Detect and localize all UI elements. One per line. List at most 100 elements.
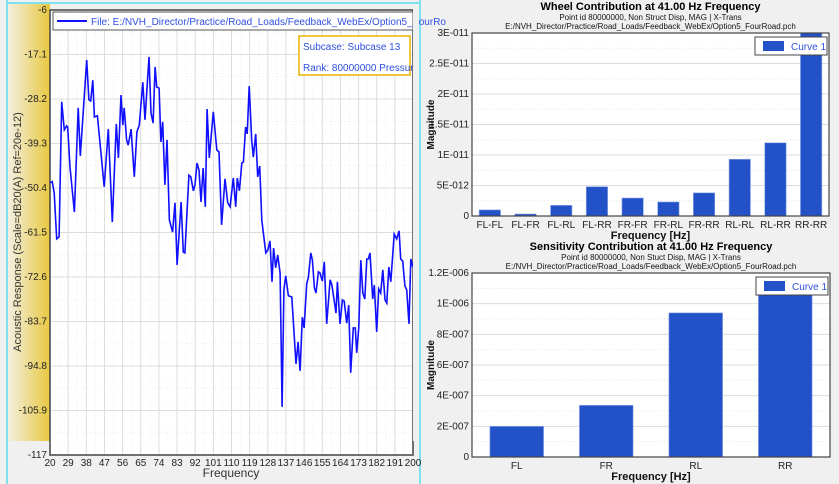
x-tick-label: FL: [511, 461, 523, 472]
x-tick-label: 20: [44, 458, 56, 469]
x-tick-label: 200: [405, 458, 422, 469]
legend-label: Curve 1: [792, 282, 827, 293]
y-tick-label: -50.4: [24, 183, 47, 194]
bar-fr-rr: [693, 192, 716, 217]
legend-label: File: E:/NVH_Director/Practice/Road_Load…: [91, 17, 446, 28]
y-tick-label: -28.2: [24, 94, 47, 105]
y-tick-label: 1E-011: [437, 150, 469, 161]
bar-fl-rr: [585, 186, 608, 217]
subcase-box: [298, 35, 411, 76]
x-tick-label: FL-RL: [547, 220, 575, 231]
legend-clip: [413, 4, 419, 441]
rank-label: Rank: 80000000 Pressure: [303, 63, 420, 74]
x-tick-label: 38: [81, 458, 93, 469]
legend-label: Curve 1: [791, 42, 826, 53]
x-tick-label: RL-RL: [725, 220, 754, 231]
y-tick-label: -39.3: [24, 139, 47, 150]
y-tick-label: -61.5: [24, 228, 47, 239]
x-tick-label: 137: [278, 458, 295, 469]
bar-fl: [489, 426, 544, 458]
plot-frame: [471, 272, 831, 458]
chart-file-path: E:/NVH_Director/Practice/Road_Loads/Feed…: [505, 22, 796, 31]
bar-rr: [758, 292, 813, 458]
y-tick-label: 8E-007: [437, 329, 470, 340]
y-tick-label: 4E-007: [437, 391, 470, 402]
x-tick-label: FR-FR: [618, 220, 648, 231]
y-tick-label: 5E-012: [437, 181, 470, 192]
x-tick-label: FR: [600, 461, 613, 472]
y-tick-label: 2E-007: [437, 421, 470, 432]
series-line: [49, 56, 414, 407]
chart-title: Wheel Contribution at 41.00 Hz Frequency: [540, 1, 761, 13]
plot-frame: [471, 32, 830, 217]
axis-band: [8, 4, 50, 441]
y-tick-label: 0: [463, 452, 469, 463]
bar-rl-rr: [764, 142, 787, 217]
bar-rr-rr: [800, 32, 823, 217]
x-tick-label: RL-RR: [760, 220, 791, 231]
panel-border-top: [8, 2, 419, 4]
x-axis-label: Frequency [Hz]: [611, 230, 691, 242]
x-tick-label: 128: [259, 458, 276, 469]
y-tick-label: -83.7: [24, 317, 47, 328]
y-tick-label: 2.5E-011: [429, 59, 469, 70]
legend-swatch: [764, 281, 785, 291]
x-tick-label: 47: [99, 458, 111, 469]
x-tick-label: FR-RL: [654, 220, 684, 231]
x-tick-label: FL-FL: [477, 220, 504, 231]
bar-fr-rl: [657, 201, 680, 217]
x-tick-label: 191: [387, 458, 404, 469]
y-tick-label: -94.8: [24, 361, 47, 372]
y-tick-label: -17.1: [24, 50, 47, 61]
x-tick-label: 29: [63, 458, 75, 469]
bar-rl: [668, 312, 723, 458]
subcase-label: Subcase: Subcase 13: [303, 42, 401, 53]
x-tick-label: 182: [368, 458, 385, 469]
y-tick-label: 2E-011: [437, 89, 469, 100]
x-tick-label: 146: [296, 458, 313, 469]
y-tick-label: -72.6: [24, 272, 47, 283]
y-tick-label: 6E-007: [437, 360, 470, 371]
y-tick-label: 1.2E-006: [428, 268, 469, 279]
chart-file-path: E:/NVH_Director/Practice/Road_Loads/Feed…: [506, 262, 797, 271]
x-tick-label: 119: [242, 458, 258, 469]
y-axis-label: Magnitude: [426, 99, 437, 149]
x-tick-label: FL-FR: [511, 220, 539, 231]
y-tick-label: -105.9: [19, 406, 48, 417]
x-tick-label: 110: [224, 458, 240, 469]
x-tick-label: RL: [689, 461, 702, 472]
x-tick-label: FL-RR: [582, 220, 611, 231]
y-tick-label: 0: [463, 211, 469, 222]
x-tick-label: 92: [190, 458, 202, 469]
y-tick-label: -117: [28, 450, 48, 461]
legend-swatch: [763, 41, 784, 51]
chart-title: Sensitivity Contribution at 41.00 Hz Fre…: [530, 241, 774, 253]
x-tick-label: 65: [135, 458, 147, 469]
bar-fl-rl: [550, 205, 573, 217]
x-tick-label: 173: [350, 458, 367, 469]
x-axis-label: Frequency [Hz]: [611, 471, 691, 483]
x-tick-label: 83: [171, 458, 183, 469]
chart-subtitle: Point id 80000000, Non Struct Disp, MAG …: [559, 13, 741, 22]
x-tick-label: RR: [778, 461, 792, 472]
bar-fr-fr: [621, 197, 644, 217]
chart-subtitle: Point id 80000000, Non Stuct Disp, MAG |…: [561, 253, 741, 262]
y-axis-label: Acoustic Response (Scale=dB20(A) Ref=20e…: [12, 112, 24, 352]
y-tick-label: 1.5E-011: [429, 120, 469, 131]
x-tick-label: 164: [332, 458, 349, 469]
bar-rl-rl: [728, 158, 751, 217]
y-tick-label: 3E-011: [437, 28, 469, 39]
x-tick-label: 74: [153, 458, 165, 469]
y-tick-label: 1E-006: [437, 299, 470, 310]
bar-fl-fl: [478, 209, 501, 217]
x-axis-label: Frequency: [203, 466, 260, 480]
x-tick-label: FR-RR: [688, 220, 719, 231]
x-tick-label: 101: [205, 458, 222, 469]
x-tick-label: 56: [117, 458, 129, 469]
x-tick-label: RR-RR: [795, 220, 827, 231]
y-tick-label: -6: [38, 5, 47, 16]
x-tick-label: 155: [314, 458, 331, 469]
bar-fr: [579, 405, 634, 458]
y-axis-label: Magnitude: [426, 340, 437, 390]
